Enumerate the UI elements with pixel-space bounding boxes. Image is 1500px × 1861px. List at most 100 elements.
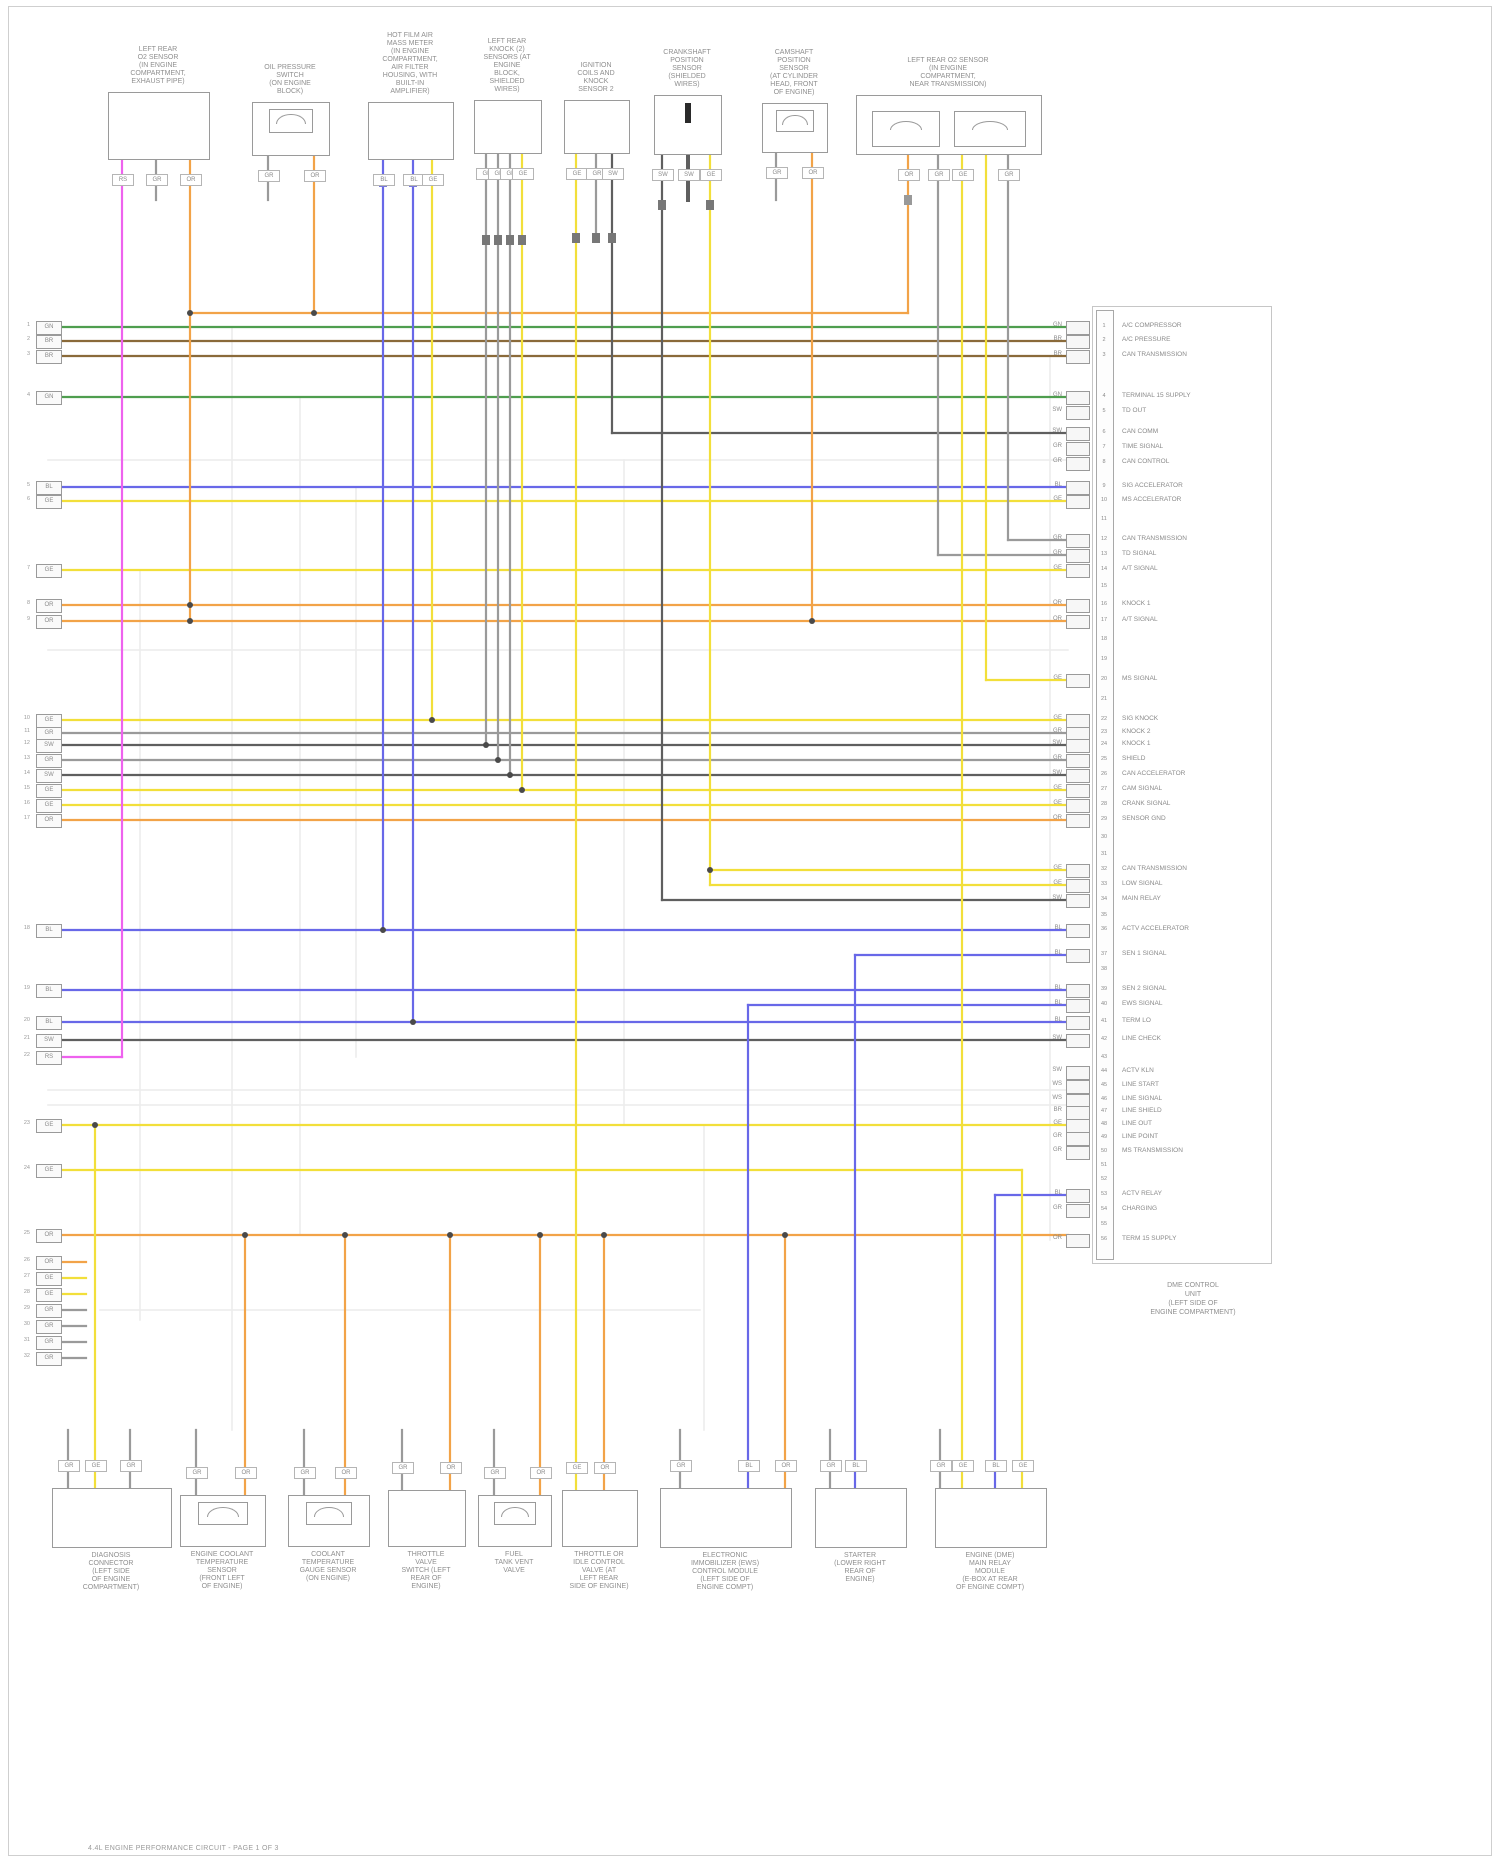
pin-label: SEN 1 SIGNAL bbox=[1122, 950, 1167, 957]
pin-label: TD SIGNAL bbox=[1122, 550, 1157, 557]
component-label: STARTER bbox=[843, 1552, 877, 1559]
pin-code: SW bbox=[1052, 1035, 1062, 1041]
wire-code-box: GR bbox=[928, 169, 950, 181]
pin-code: SW bbox=[1052, 895, 1062, 901]
pin-code: BL bbox=[1054, 985, 1062, 991]
pin-label: CAN TRANSMISSION bbox=[1122, 351, 1187, 358]
pin-number: 15 bbox=[1100, 583, 1108, 589]
left-stub: GE bbox=[36, 1288, 62, 1302]
pin-label: A/C PRESSURE bbox=[1122, 336, 1171, 343]
pin-label: SENSOR GND bbox=[1122, 815, 1166, 822]
component-label: GAUGE SENSOR bbox=[299, 1567, 357, 1574]
component-label: ENGINE COMPT) bbox=[696, 1584, 754, 1591]
pin-box bbox=[1066, 1146, 1090, 1160]
component-label: HOUSING, WITH bbox=[382, 72, 438, 79]
pin-number: 33 bbox=[1100, 881, 1108, 887]
junction-dot bbox=[380, 927, 386, 933]
left-stub: OR bbox=[36, 1256, 62, 1270]
left-stub: SW bbox=[36, 739, 62, 753]
pin-box bbox=[1066, 799, 1090, 813]
connector-blob bbox=[608, 233, 616, 243]
pin-code: BR bbox=[1053, 351, 1062, 357]
coolant-temp-gauge-sensor-box bbox=[288, 1495, 370, 1547]
pin-number: 27 bbox=[1100, 786, 1108, 792]
left-stub-number: 28 bbox=[23, 1289, 30, 1295]
left-stub-number: 7 bbox=[26, 565, 30, 571]
pin-label: CAN ACCELERATOR bbox=[1122, 770, 1186, 777]
left-stub-number: 6 bbox=[26, 496, 30, 502]
pin-code: GR bbox=[1053, 1205, 1062, 1211]
pin-number: 44 bbox=[1100, 1068, 1108, 1074]
pin-number: 43 bbox=[1100, 1054, 1108, 1060]
pin-number: 9 bbox=[1102, 483, 1106, 489]
pin-code: GR bbox=[1053, 1147, 1062, 1153]
left-stub: GR bbox=[36, 1336, 62, 1350]
component-label: OF ENGINE COMPT) bbox=[955, 1584, 1025, 1591]
pin-label: KNOCK 1 bbox=[1122, 600, 1151, 607]
pin-number: 36 bbox=[1100, 926, 1108, 932]
wire-code-box: GR bbox=[998, 169, 1020, 181]
component-label: SENSOR 2 bbox=[578, 86, 614, 93]
left-stub: GE bbox=[36, 799, 62, 813]
wire-code-box: OR bbox=[802, 167, 824, 179]
pin-code: GE bbox=[1053, 800, 1062, 806]
pin-code: SW bbox=[1052, 740, 1062, 746]
pin-number: 20 bbox=[1100, 676, 1108, 682]
pin-label: MS ACCELERATOR bbox=[1122, 496, 1182, 503]
component-label: BUILT-IN bbox=[395, 80, 425, 87]
pin-code: GR bbox=[1053, 458, 1062, 464]
pin-number: 1 bbox=[1102, 323, 1106, 329]
engine-coolant-temp-sensor-box bbox=[180, 1495, 266, 1547]
pin-label: A/T SIGNAL bbox=[1122, 565, 1158, 572]
wire-code-box: OR bbox=[304, 170, 326, 182]
left-stub: GE bbox=[36, 1272, 62, 1286]
wire-code-box: OR bbox=[335, 1467, 357, 1479]
left-stub: GR bbox=[36, 754, 62, 768]
component-label: VALVE (AT bbox=[581, 1567, 617, 1574]
ignition-knock-sensor-2-box bbox=[564, 100, 630, 154]
pin-code: GN bbox=[1053, 392, 1062, 398]
pin-box bbox=[1066, 481, 1090, 495]
component-label: LEFT REAR bbox=[487, 38, 527, 45]
component-label: MAIN RELAY bbox=[969, 1560, 1011, 1567]
pin-number: 50 bbox=[1100, 1148, 1108, 1154]
connector-blob bbox=[518, 235, 526, 245]
left-stub: BR bbox=[36, 350, 62, 364]
pin-code: OR bbox=[1053, 616, 1062, 622]
pin-number: 53 bbox=[1100, 1191, 1108, 1197]
pin-number: 25 bbox=[1100, 756, 1108, 762]
component-label: OF ENGINE) bbox=[773, 89, 815, 96]
component-label: CONTROL MODULE bbox=[692, 1568, 758, 1575]
camshaft-position-sensor-arc bbox=[782, 115, 808, 125]
rear-o2-sensors-inner-2 bbox=[954, 111, 1026, 147]
coolant-temp-gauge-sensor-inner bbox=[305, 1502, 353, 1525]
component-label: LEFT REAR bbox=[138, 46, 178, 53]
wire-code-box: GR bbox=[766, 167, 788, 179]
junction-dot bbox=[311, 310, 317, 316]
component-label: MASS METER bbox=[386, 40, 434, 47]
pin-box bbox=[1066, 714, 1090, 728]
wire-code-box: GR bbox=[258, 170, 280, 182]
connector-blob bbox=[706, 200, 714, 210]
pin-box bbox=[1066, 615, 1090, 629]
pin-box bbox=[1066, 739, 1090, 753]
pin-number: 26 bbox=[1100, 771, 1108, 777]
pin-label: KNOCK 2 bbox=[1122, 728, 1151, 735]
fuel-tank-vent-valve-box bbox=[478, 1495, 552, 1547]
component-label: WIRES) bbox=[494, 86, 520, 93]
left-stub-number: 5 bbox=[26, 482, 30, 488]
camshaft-position-sensor-box bbox=[762, 103, 828, 153]
pin-number: 28 bbox=[1100, 801, 1108, 807]
pin-number: 13 bbox=[1100, 551, 1108, 557]
pin-box bbox=[1066, 814, 1090, 828]
pin-label: LINE POINT bbox=[1122, 1133, 1159, 1140]
left-stub: OR bbox=[36, 615, 62, 629]
left-stub-number: 27 bbox=[23, 1273, 30, 1279]
pin-label: ACTV RELAY bbox=[1122, 1190, 1162, 1197]
left-stub: OR bbox=[36, 599, 62, 613]
dme-outer-boundary bbox=[1092, 306, 1272, 1264]
pin-label: A/C COMPRESSOR bbox=[1122, 322, 1182, 329]
pin-code: BR bbox=[1053, 1107, 1062, 1113]
pin-number: 16 bbox=[1100, 601, 1108, 607]
